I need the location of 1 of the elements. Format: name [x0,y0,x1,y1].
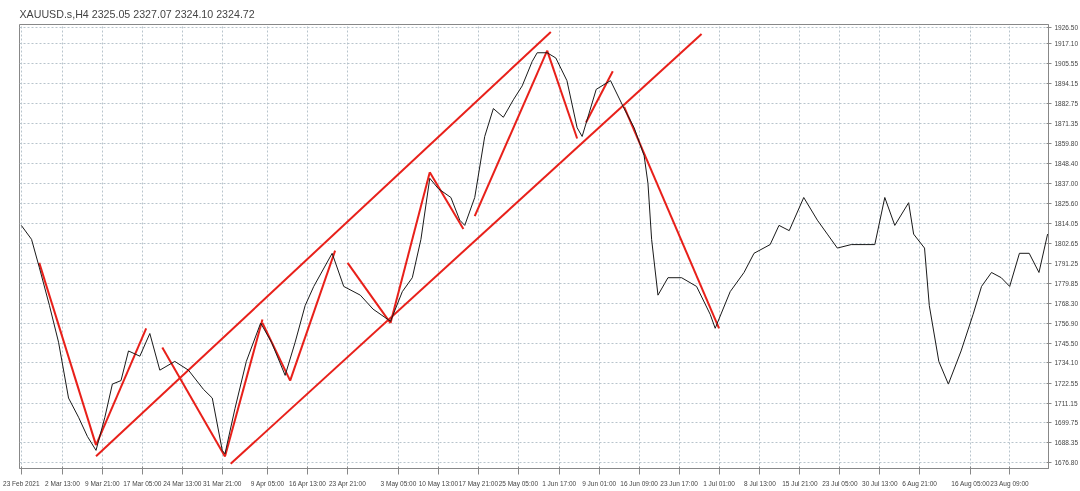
chart-title: XAUUSD.s,H4 2325.05 2327.07 2324.10 2324.72 [19,7,255,20]
